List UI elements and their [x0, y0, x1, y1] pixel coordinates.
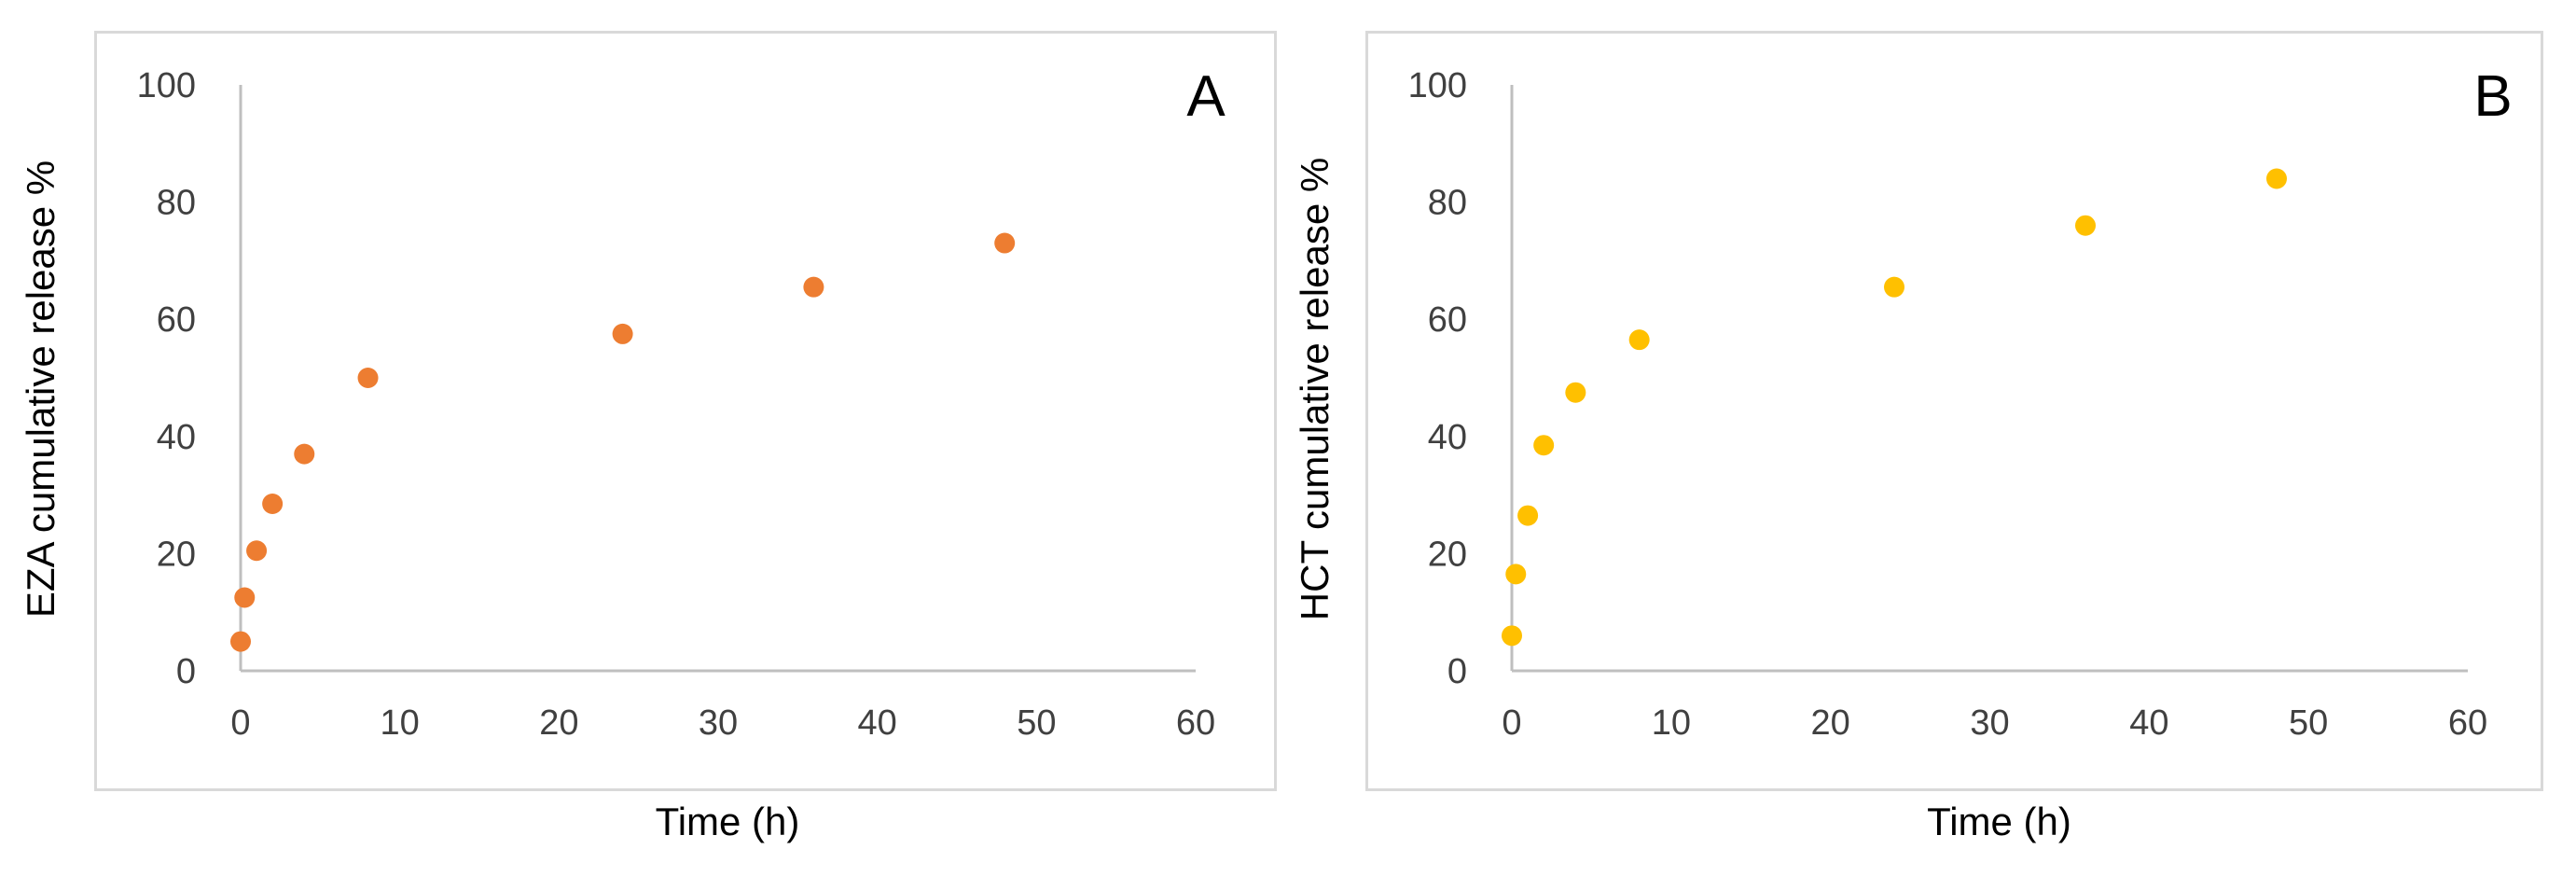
data-point-a — [803, 276, 824, 298]
x-tick-label-b: 0 — [1502, 703, 1521, 743]
data-point-a — [246, 540, 268, 562]
y-axis-title-b: HCT cumulative release % — [1293, 158, 1336, 620]
data-point-b — [1505, 564, 1527, 585]
y-tick-label-b: 100 — [1408, 66, 1467, 105]
data-point-a — [612, 323, 633, 344]
x-tick-label-b: 60 — [2448, 703, 2487, 743]
y-axis-title-a: EZA cumulative release % — [19, 160, 62, 618]
data-point-b — [1565, 382, 1586, 403]
y-tick-label-b: 40 — [1428, 418, 1467, 457]
y-tick-label-b: 80 — [1428, 184, 1467, 223]
data-point-a — [230, 631, 251, 652]
x-tick-label-b: 10 — [1652, 703, 1691, 743]
data-point-b — [1517, 505, 1539, 526]
data-point-b — [1502, 625, 1522, 647]
y-tick-label-a: 100 — [137, 66, 196, 105]
data-point-b — [2075, 215, 2096, 236]
chart-panel-a — [94, 31, 1277, 791]
chart-a: 0 20 40 60 80 100 0 10 20 30 40 50 60 Time (h) EZA cum… — [19, 64, 1226, 843]
y-tick-label-b: 20 — [1428, 535, 1467, 574]
x-tick-label-a: 50 — [1017, 703, 1056, 743]
y-tick-label-a: 0 — [176, 652, 196, 691]
data-point-b — [2266, 168, 2287, 189]
x-tick-label-a: 20 — [539, 703, 578, 743]
x-tick-label-b: 50 — [2289, 703, 2328, 743]
x-tick-label-b: 30 — [1970, 703, 2009, 743]
y-tick-label-a: 20 — [157, 535, 196, 574]
x-tick-label-a: 0 — [230, 703, 250, 743]
panel-label-b: B — [2473, 64, 2512, 129]
x-tick-label-a: 10 — [381, 703, 420, 743]
x-tick-label-a: 40 — [858, 703, 897, 743]
data-point-b — [1884, 276, 1904, 298]
y-tick-label-a: 60 — [157, 300, 196, 340]
x-axis-title-b: Time (h) — [1927, 800, 2071, 843]
y-tick-label-a: 80 — [157, 184, 196, 223]
chart-panel-b — [1365, 31, 2543, 791]
x-axis-title-a: Time (h) — [656, 800, 800, 843]
y-tick-label-a: 40 — [157, 418, 196, 457]
data-point-b — [1533, 435, 1555, 456]
data-point-b — [1628, 329, 1650, 351]
data-point-a — [357, 368, 379, 388]
x-tick-label-b: 20 — [1811, 703, 1850, 743]
panel-label-a: A — [1186, 64, 1226, 129]
data-point-a — [234, 587, 256, 608]
y-tick-label-b: 0 — [1447, 652, 1467, 691]
x-tick-label-b: 40 — [2129, 703, 2168, 743]
x-tick-label-a: 30 — [699, 703, 738, 743]
y-tick-label-b: 60 — [1428, 300, 1467, 340]
x-tick-label-a: 60 — [1176, 703, 1215, 743]
data-point-a — [262, 494, 284, 515]
data-point-a — [294, 443, 315, 465]
data-point-a — [994, 232, 1016, 254]
